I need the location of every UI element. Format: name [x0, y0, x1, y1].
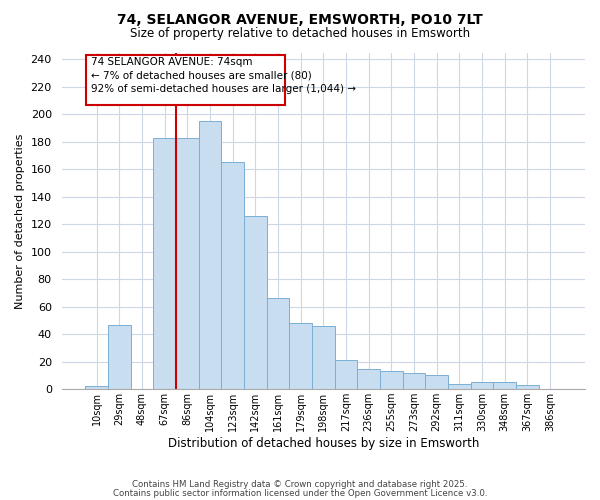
Bar [312, 326, 335, 389]
Text: 74 SELANGOR AVENUE: 74sqm
← 7% of detached houses are smaller (80)
92% of semi-d: 74 SELANGOR AVENUE: 74sqm ← 7% of detach… [91, 58, 356, 94]
Bar [108, 324, 131, 389]
Text: Size of property relative to detached houses in Emsworth: Size of property relative to detached ho… [130, 28, 470, 40]
Bar [244, 216, 266, 389]
Bar [448, 384, 470, 389]
Bar [357, 368, 380, 389]
FancyBboxPatch shape [86, 55, 285, 104]
Text: 74, SELANGOR AVENUE, EMSWORTH, PO10 7LT: 74, SELANGOR AVENUE, EMSWORTH, PO10 7LT [117, 12, 483, 26]
Bar [289, 323, 312, 389]
Text: Contains public sector information licensed under the Open Government Licence v3: Contains public sector information licen… [113, 488, 487, 498]
Y-axis label: Number of detached properties: Number of detached properties [15, 133, 25, 308]
Bar [425, 376, 448, 389]
Bar [266, 298, 289, 389]
Text: Contains HM Land Registry data © Crown copyright and database right 2025.: Contains HM Land Registry data © Crown c… [132, 480, 468, 489]
Bar [403, 372, 425, 389]
Bar [199, 121, 221, 389]
Bar [493, 382, 516, 389]
Bar [221, 162, 244, 389]
Bar [335, 360, 357, 389]
Bar [516, 385, 539, 389]
Bar [470, 382, 493, 389]
Bar [380, 372, 403, 389]
Bar [176, 138, 199, 389]
X-axis label: Distribution of detached houses by size in Emsworth: Distribution of detached houses by size … [167, 437, 479, 450]
Bar [85, 386, 108, 389]
Bar [154, 138, 176, 389]
